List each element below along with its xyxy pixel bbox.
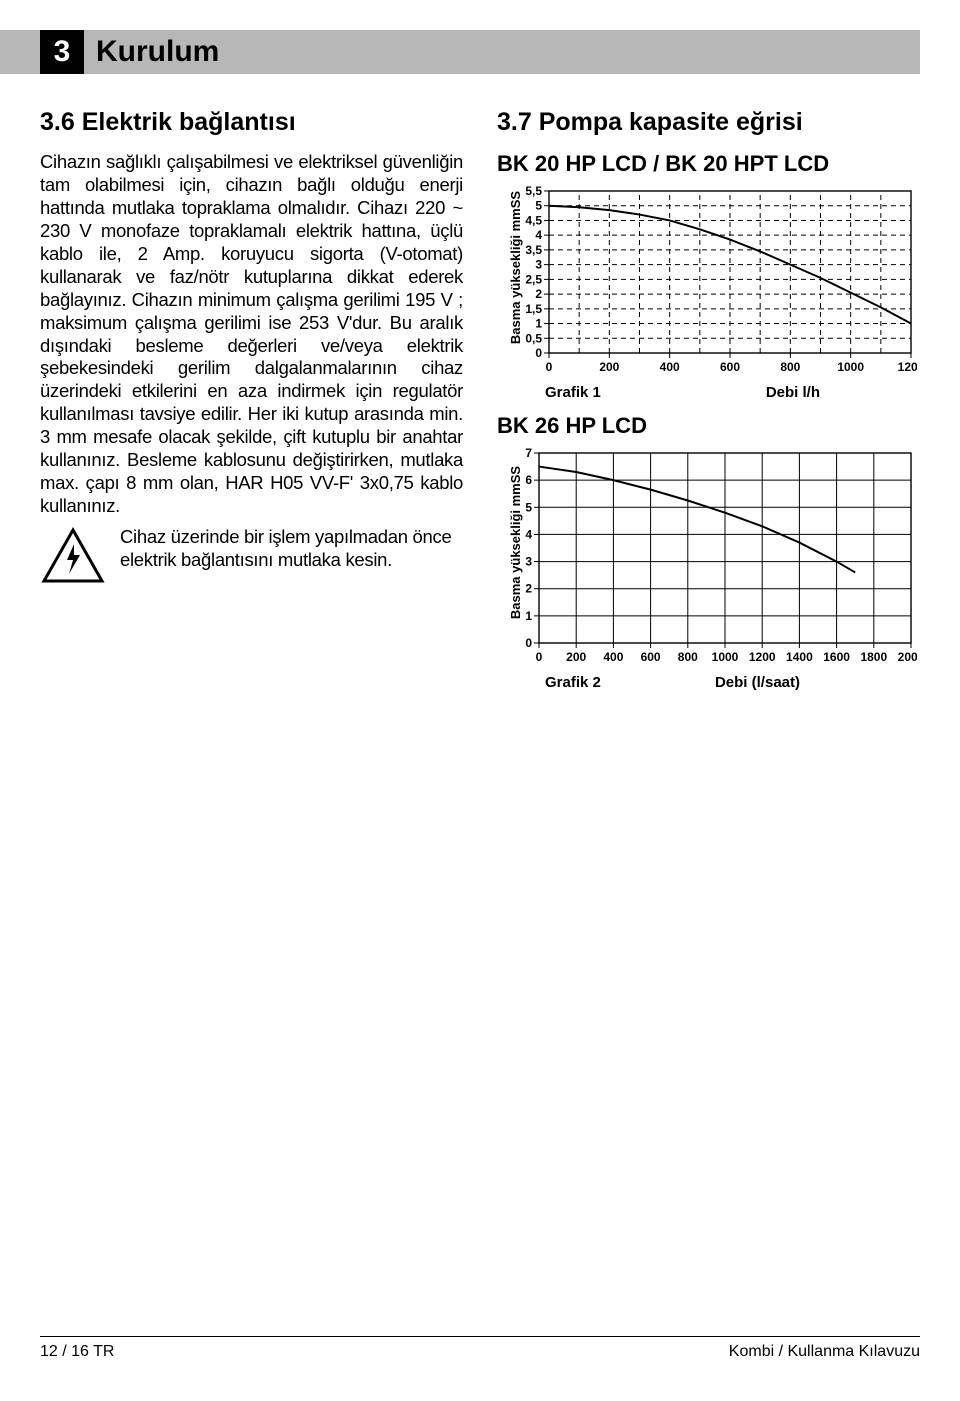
- svg-text:4: 4: [525, 527, 532, 541]
- svg-text:1600: 1600: [823, 650, 850, 664]
- chart1-title: BK 20 HP LCD / BK 20 HPT LCD: [497, 151, 920, 177]
- svg-text:1,5: 1,5: [525, 302, 542, 316]
- svg-text:5: 5: [525, 500, 532, 514]
- chart2-caption: Grafik 2: [545, 674, 601, 691]
- electric-warning-icon: [40, 526, 106, 586]
- page-footer: 12 / 16 TR Kombi / Kullanma Kılavuzu: [40, 1336, 920, 1361]
- chart1-xlabel: Debi l/h: [766, 384, 820, 401]
- chart2-ylabel: Basma yüksekliği mmSS: [508, 466, 523, 619]
- footer-page: 12 / 16 TR: [40, 1343, 114, 1361]
- svg-text:200: 200: [599, 360, 619, 374]
- svg-text:0: 0: [536, 650, 543, 664]
- svg-text:800: 800: [678, 650, 698, 664]
- svg-text:2: 2: [535, 287, 542, 301]
- svg-text:2,5: 2,5: [525, 272, 542, 286]
- svg-text:1000: 1000: [837, 360, 864, 374]
- svg-text:1000: 1000: [712, 650, 739, 664]
- svg-text:7: 7: [525, 447, 532, 460]
- body-paragraph: Cihazın sağlıklı çalışabilmesi ve elektr…: [40, 151, 463, 518]
- heading-electric: 3.6 Elektrik bağlantısı: [40, 108, 463, 137]
- svg-text:0: 0: [546, 360, 553, 374]
- svg-text:4: 4: [535, 228, 542, 242]
- svg-text:3,5: 3,5: [525, 243, 542, 257]
- chart1-ylabel: Basma yüksekliği mmSS: [508, 191, 523, 344]
- warning-text: Cihaz üzerinde bir işlem yapılmadan önce…: [120, 526, 463, 572]
- svg-text:5,5: 5,5: [525, 185, 542, 198]
- svg-text:1: 1: [525, 609, 532, 623]
- chart2-xlabel: Debi (l/saat): [715, 674, 800, 691]
- heading-pump: 3.7 Pompa kapasite eğrisi: [497, 108, 920, 137]
- svg-text:2: 2: [525, 582, 532, 596]
- svg-text:5: 5: [535, 199, 542, 213]
- svg-text:6: 6: [525, 473, 532, 487]
- svg-text:1800: 1800: [860, 650, 887, 664]
- warning-box: Cihaz üzerinde bir işlem yapılmadan önce…: [40, 526, 463, 586]
- svg-text:2000: 2000: [898, 650, 917, 664]
- svg-text:1200: 1200: [898, 360, 917, 374]
- svg-text:400: 400: [603, 650, 623, 664]
- footer-doc: Kombi / Kullanma Kılavuzu: [729, 1343, 920, 1361]
- section-title: Kurulum: [96, 30, 219, 74]
- chart1-caption: Grafik 1: [545, 384, 601, 401]
- svg-text:600: 600: [720, 360, 740, 374]
- chart2: 0 200 400 600 800 1000 1200 1400 1600 1800 2000 0 1 2…: [517, 447, 917, 665]
- svg-text:400: 400: [660, 360, 680, 374]
- svg-text:4,5: 4,5: [525, 213, 542, 227]
- svg-text:3: 3: [525, 555, 532, 569]
- section-number: 3: [40, 30, 84, 74]
- svg-text:0: 0: [535, 346, 542, 360]
- svg-text:800: 800: [780, 360, 800, 374]
- svg-text:0,5: 0,5: [525, 331, 542, 345]
- chart1: 02004006008001000120000,511,522,533,544,…: [517, 185, 917, 375]
- chart2-title: BK 26 HP LCD: [497, 413, 920, 439]
- svg-text:1400: 1400: [786, 650, 813, 664]
- right-column: 3.7 Pompa kapasite eğrisi BK 20 HP LCD /…: [497, 108, 920, 703]
- svg-text:600: 600: [641, 650, 661, 664]
- left-column: 3.6 Elektrik bağlantısı Cihazın sağlıklı…: [40, 108, 463, 703]
- svg-text:3: 3: [535, 258, 542, 272]
- svg-text:1: 1: [535, 317, 542, 331]
- svg-text:200: 200: [566, 650, 586, 664]
- svg-text:1200: 1200: [749, 650, 776, 664]
- svg-text:0: 0: [525, 636, 532, 650]
